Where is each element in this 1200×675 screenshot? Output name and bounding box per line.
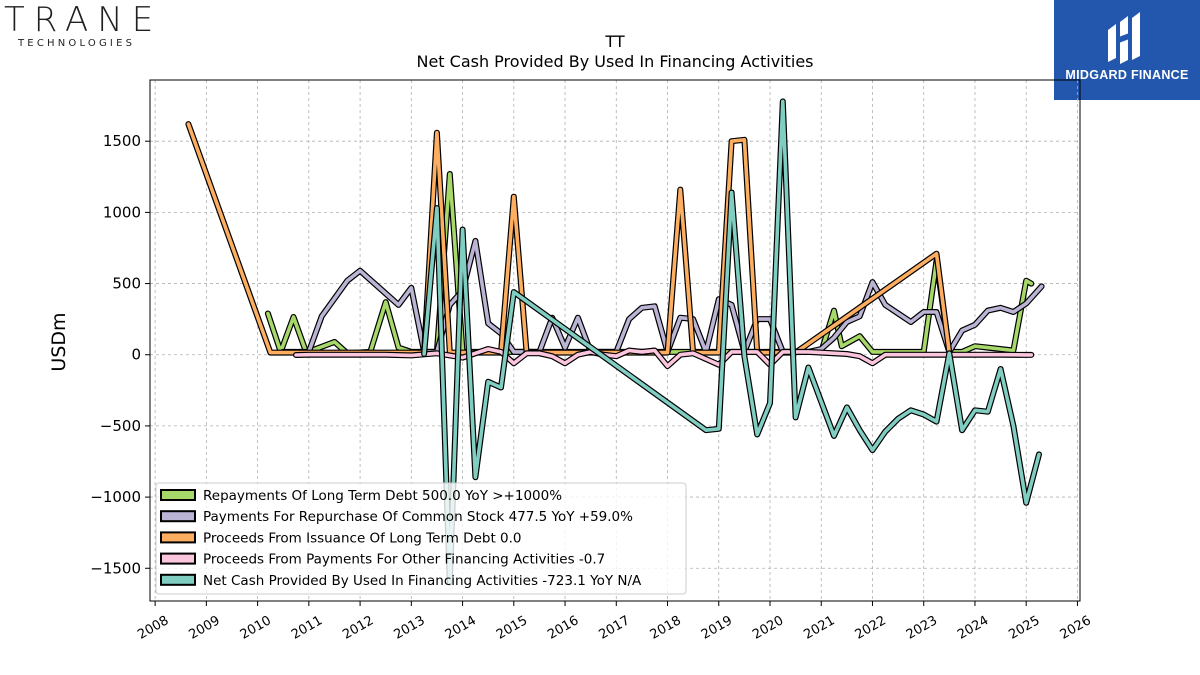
x-tick-label: 2011	[289, 613, 325, 643]
x-tick-label: 2019	[699, 613, 735, 643]
series-3-line	[293, 346, 1035, 370]
trane-logo-sub: TECHNOLOGIES	[18, 38, 136, 49]
legend-entry: Payments For Repurchase Of Common Stock …	[203, 509, 633, 525]
x-tick-label: 2009	[187, 613, 223, 643]
x-tick-label: 2017	[596, 613, 632, 643]
y-tick-label: 1000	[103, 203, 141, 221]
x-tick-label: 2025	[1006, 613, 1042, 643]
legend-swatch	[160, 489, 196, 501]
x-tick-label: 2024	[955, 613, 991, 643]
legend-swatch	[160, 531, 196, 544]
legend: Repayments Of Long Term Debt 500.0 YoY >…	[155, 482, 687, 595]
midgard-logo-text: MIDGARD FINANCE	[1065, 68, 1189, 82]
plot-frame	[149, 79, 1081, 602]
x-axis-ticks: 2008 2009 2010 2011 2012 2013 2014 2015 2016 2017…	[135, 601, 1094, 643]
legend-swatch	[160, 510, 196, 523]
legend-entry: Repayments Of Long Term Debt 500.0 YoY >…	[203, 488, 562, 504]
y-axis-ticks: 1500 1000 500 0 −500 −1000 −1500	[90, 132, 150, 577]
legend-entry: Proceeds From Issuance Of Long Term Debt…	[203, 530, 522, 546]
legend-entry: Net Cash Provided By Used In Financing A…	[203, 573, 642, 589]
legend-box	[155, 482, 687, 595]
y-tick-label: −1500	[90, 559, 141, 577]
x-tick-label: 2021	[801, 613, 837, 643]
x-tick-label: 2015	[494, 613, 530, 643]
x-tick-label: 2023	[904, 613, 940, 643]
x-tick-label: 2022	[853, 613, 889, 643]
legend-swatch	[160, 573, 196, 586]
x-tick-label: 2008	[135, 613, 171, 643]
y-tick-label: 500	[112, 275, 141, 293]
y-tick-label: 0	[131, 346, 141, 364]
y-tick-label: 1500	[103, 132, 141, 150]
x-tick-label: 2016	[545, 613, 581, 643]
x-tick-label: 2012	[340, 613, 376, 643]
series-4-line	[421, 98, 1042, 586]
y-axis-label: USDm	[48, 312, 70, 371]
y-tick-label: −1000	[90, 488, 141, 506]
x-tick-label: 2026	[1058, 613, 1094, 643]
x-tick-label: 2010	[238, 613, 274, 643]
legend-swatch	[160, 552, 196, 565]
trane-logo: TRANE TECHNOLOGIES	[4, 0, 164, 50]
legend-entry: Proceeds From Payments For Other Financi…	[203, 552, 605, 568]
midgard-mark-icon	[1108, 12, 1140, 64]
x-tick-label: 2014	[443, 613, 479, 643]
midgard-finance-logo: MIDGARD FINANCE	[1054, 0, 1200, 100]
x-tick-label: 2013	[391, 613, 427, 643]
trane-logo-word: TRANE	[4, 0, 163, 40]
series-path	[422, 99, 1041, 585]
x-tick-label: 2020	[750, 613, 786, 643]
y-tick-label: −500	[100, 417, 141, 435]
chart-title: TT	[604, 32, 624, 51]
chart-subtitle: Net Cash Provided By Used In Financing A…	[416, 52, 813, 71]
x-tick-label: 2018	[648, 613, 684, 643]
series-outline	[264, 171, 1035, 357]
series-path	[294, 347, 1034, 368]
series-path	[266, 172, 1034, 356]
series-0-line	[264, 171, 1035, 357]
series-lines	[185, 98, 1045, 586]
